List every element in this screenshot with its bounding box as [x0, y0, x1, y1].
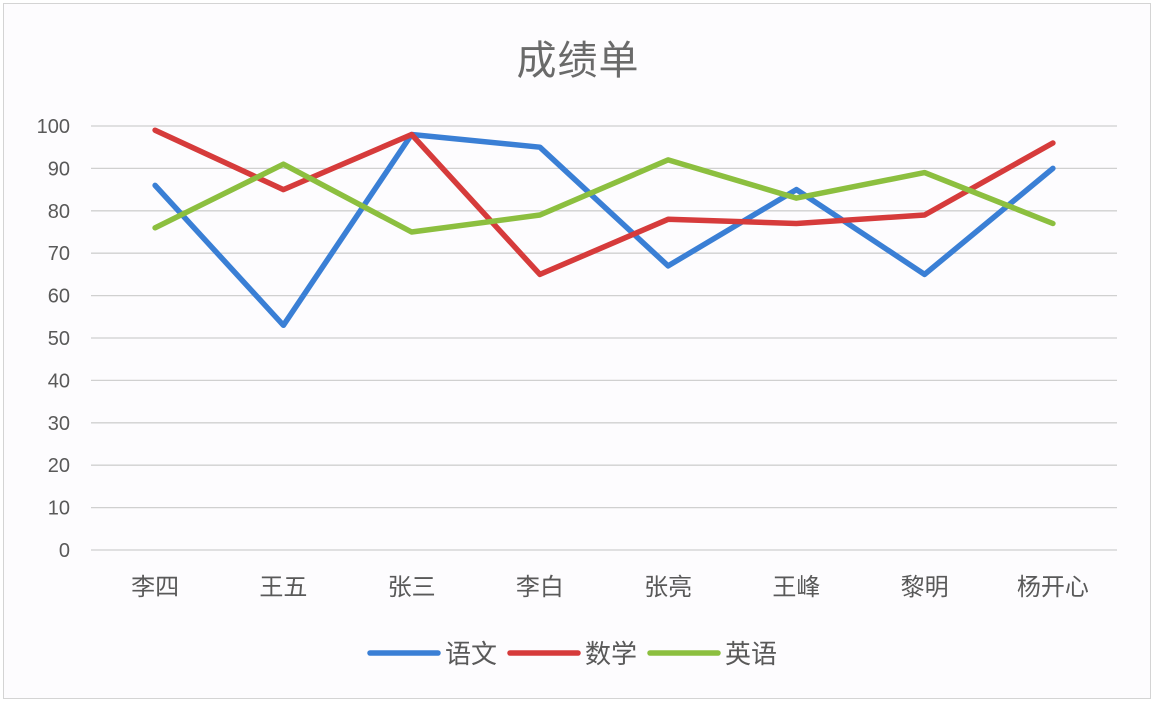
y-axis-ticks: 0 10 20 30 40 50 60 70 80 90 100 — [37, 116, 70, 562]
x-tick-label: 李四 — [131, 573, 179, 601]
y-tick-label: 80 — [48, 201, 70, 223]
y-tick-label: 30 — [48, 413, 70, 435]
series-line-1 — [152, 127, 1056, 278]
y-tick-label: 20 — [48, 455, 70, 477]
legend-item[interactable]: 数学 — [507, 640, 637, 670]
gridlines — [91, 125, 1117, 551]
x-tick-label: 黎明 — [901, 573, 949, 601]
x-axis-ticks: 李四 王五 张三 李白 张亮 王峰 黎明 杨开心 — [131, 573, 1089, 601]
y-tick-label: 60 — [48, 286, 70, 308]
chart-title: 成绩单 — [516, 38, 640, 84]
y-tick-label: 0 — [59, 540, 70, 562]
y-tick-label: 70 — [48, 243, 70, 265]
x-tick-label: 王峰 — [772, 573, 820, 601]
series-line-2 — [152, 157, 1056, 235]
y-tick-label: 50 — [48, 328, 70, 350]
y-tick-label: 90 — [48, 158, 70, 180]
legend-item[interactable]: 语文 — [367, 640, 497, 670]
chart-frame — [3, 3, 1151, 699]
series-lines — [152, 127, 1056, 329]
x-tick-label: 张三 — [388, 573, 436, 601]
legend: 语文 数学 英语 — [367, 640, 777, 670]
x-tick-label: 张亮 — [644, 573, 692, 601]
legend-label: 数学 — [585, 640, 637, 670]
x-tick-label: 杨开心 — [1017, 573, 1089, 601]
legend-label: 英语 — [725, 640, 777, 670]
legend-label: 语文 — [445, 640, 497, 670]
x-tick-label: 王五 — [259, 573, 307, 601]
x-tick-label: 李白 — [516, 573, 564, 601]
y-tick-label: 40 — [48, 370, 70, 392]
series-line-0 — [152, 131, 1056, 329]
legend-item[interactable]: 英语 — [647, 640, 777, 670]
y-tick-label: 10 — [48, 498, 70, 520]
y-tick-label: 100 — [37, 116, 70, 138]
